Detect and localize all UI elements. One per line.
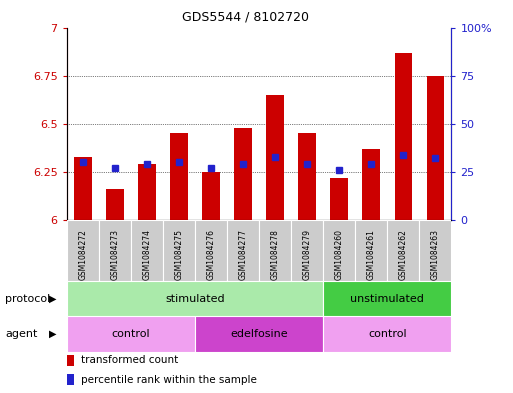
Text: unstimulated: unstimulated xyxy=(350,294,424,304)
Bar xyxy=(323,281,451,316)
Text: ▶: ▶ xyxy=(49,294,56,304)
Bar xyxy=(131,220,163,281)
Text: stimulated: stimulated xyxy=(165,294,225,304)
Bar xyxy=(355,220,387,281)
Bar xyxy=(394,53,412,220)
Text: GSM1084274: GSM1084274 xyxy=(142,229,151,280)
Text: edelfosine: edelfosine xyxy=(230,329,288,339)
Text: protocol: protocol xyxy=(5,294,50,304)
Text: control: control xyxy=(111,329,150,339)
Bar xyxy=(427,75,444,220)
Text: GSM1084279: GSM1084279 xyxy=(303,229,312,280)
Text: ▶: ▶ xyxy=(49,329,56,339)
Bar xyxy=(67,281,323,316)
Bar xyxy=(323,220,355,281)
Text: GSM1084262: GSM1084262 xyxy=(399,229,408,280)
Bar xyxy=(67,374,74,385)
Bar xyxy=(387,220,420,281)
Bar xyxy=(138,164,155,220)
Bar xyxy=(163,220,195,281)
Text: percentile rank within the sample: percentile rank within the sample xyxy=(81,375,257,385)
Bar xyxy=(330,178,348,220)
Text: control: control xyxy=(368,329,407,339)
Bar xyxy=(259,220,291,281)
Bar xyxy=(195,220,227,281)
Bar xyxy=(106,189,124,220)
Bar xyxy=(266,95,284,220)
Text: GSM1084263: GSM1084263 xyxy=(431,229,440,280)
Bar xyxy=(74,156,91,220)
Bar xyxy=(67,355,74,366)
Bar xyxy=(291,220,323,281)
Bar xyxy=(363,149,380,220)
Text: transformed count: transformed count xyxy=(81,355,179,365)
Text: GSM1084276: GSM1084276 xyxy=(206,229,215,280)
Text: GSM1084261: GSM1084261 xyxy=(367,229,376,280)
Text: GSM1084260: GSM1084260 xyxy=(334,229,344,280)
Bar xyxy=(202,172,220,220)
Text: GSM1084278: GSM1084278 xyxy=(270,229,280,280)
Bar xyxy=(227,220,259,281)
Text: agent: agent xyxy=(5,329,37,339)
Bar xyxy=(234,128,252,220)
Bar xyxy=(420,220,451,281)
Text: GSM1084273: GSM1084273 xyxy=(110,229,120,280)
Bar xyxy=(67,316,195,352)
Bar xyxy=(67,220,98,281)
Bar xyxy=(299,133,316,220)
Text: GDS5544 / 8102720: GDS5544 / 8102720 xyxy=(182,11,309,24)
Bar xyxy=(195,316,323,352)
Bar xyxy=(98,220,131,281)
Text: GSM1084272: GSM1084272 xyxy=(78,229,87,280)
Text: GSM1084277: GSM1084277 xyxy=(239,229,248,280)
Text: GSM1084275: GSM1084275 xyxy=(174,229,184,280)
Bar xyxy=(323,316,451,352)
Bar xyxy=(170,133,188,220)
